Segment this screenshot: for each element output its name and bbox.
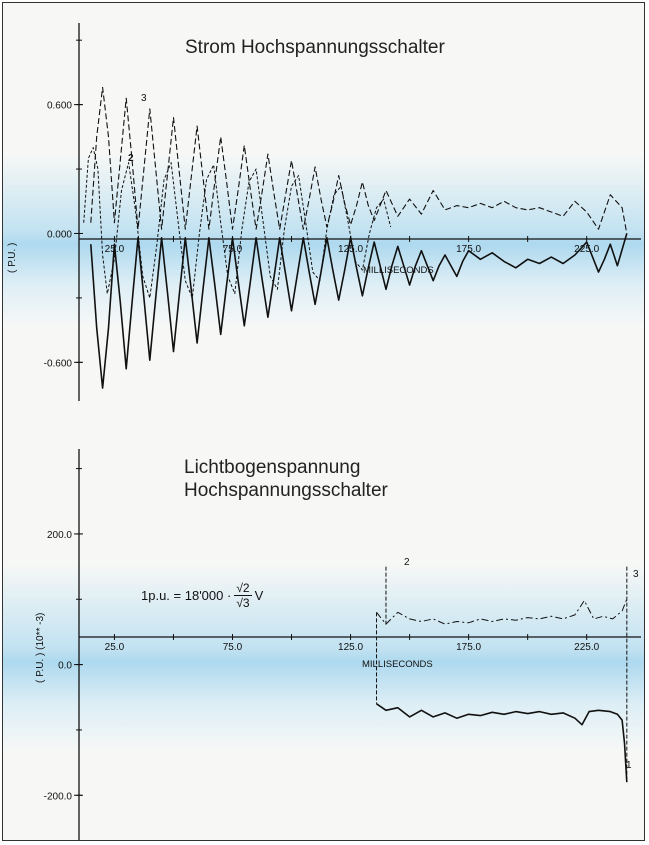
x-tick-label: 225.0 [574,244,599,255]
x-tick-label: 175.0 [456,642,481,653]
x-tick-label: 75.0 [223,244,243,255]
current-chart: Strom Hochspannungsschalter 0.600 0.000 -0… [7,23,641,401]
formula-fraction: √2 √3 [234,581,252,610]
pu-formula: 1p.u. = 18'000 · √2 √3 V [141,581,263,610]
series-dot-line [83,147,392,299]
series-dash-line [90,86,628,234]
y-tick-label: 0.0 [58,661,72,672]
chart2-y-label: ( P.U. ) (10** -3) [35,613,46,683]
curve-label-3: 3 [141,93,147,104]
chart2-y-ticks: 200.0 0.0 -200.0 [44,468,83,802]
x-tick-label: 75.0 [223,642,243,653]
series-dashdot-line [376,599,628,625]
chart2-series-group [376,566,628,783]
series-solid-line [376,703,628,783]
formula-unit: V [254,588,264,603]
y-tick-label: 0.000 [47,229,72,240]
formula-prefix: 1p.u. = 18'000 · [141,588,232,603]
y-tick-label: -0.600 [44,358,73,369]
curve-label-2: 2 [128,153,134,164]
formula-numerator: √2 [234,581,252,596]
chart1-x-label: MILLISECONDS [363,265,434,276]
chart2-x-label: MILLISECONDS [362,659,433,670]
arc-voltage-chart: Lichtbogenspannung Hochspannungsschalter… [35,449,641,840]
chart1-y-ticks: 0.600 0.000 -0.600 [44,39,83,369]
series-solid-line [90,233,628,389]
y-tick-label: -200.0 [44,791,73,802]
chart2-curve-label-3: 3 [633,569,639,580]
x-tick-label: 25.0 [105,642,125,653]
formula-denominator: √3 [236,596,250,610]
chart1-y-label: ( P.U. ) [7,243,18,273]
chart2-curve-label-2: 2 [404,557,410,568]
chart2-x-ticks: 25.0 75.0 125.0 175.0 225.0 [105,634,600,653]
x-tick-label: 125.0 [338,642,363,653]
chart1-series-group [83,86,628,389]
y-tick-label: 0.600 [47,101,72,112]
y-tick-label: 200.0 [47,530,72,541]
x-tick-label: 125.0 [338,244,363,255]
chart2-curve-label-1: 1 [626,760,632,771]
chart1-title: Strom Hochspannungsschalter [185,37,445,58]
chart2-title-line2: Hochspannungsschalter [184,480,389,501]
chart2-title-line1: Lichtbogenspannung [184,457,360,478]
x-tick-label: 225.0 [574,642,599,653]
x-tick-label: 175.0 [456,244,481,255]
